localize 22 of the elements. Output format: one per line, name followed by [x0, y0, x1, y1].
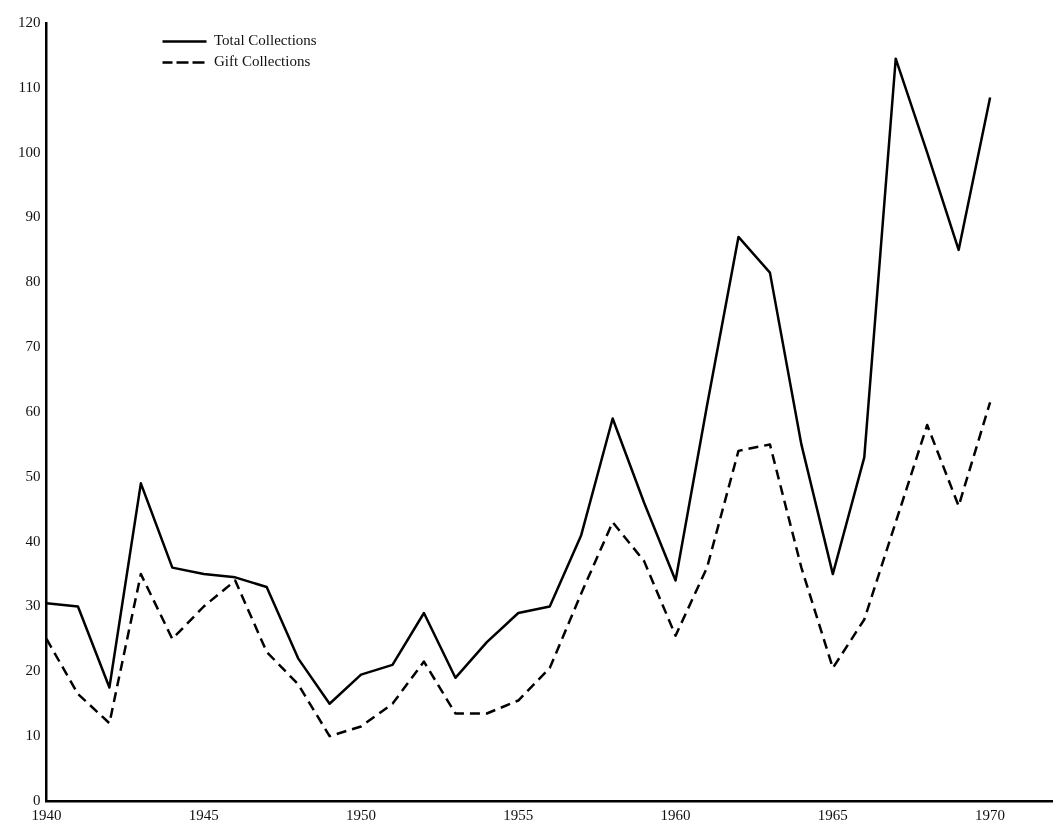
- y-tick-label: 110: [18, 78, 41, 95]
- legend-label: Total Collections: [214, 32, 317, 49]
- legend-label: Gift Collections: [214, 53, 311, 70]
- y-tick-label: 90: [25, 208, 41, 225]
- y-tick-label: 20: [25, 662, 41, 679]
- x-tick-label: 1940: [31, 806, 62, 823]
- x-tick-label: 1960: [660, 806, 691, 823]
- x-tick-label: 1950: [346, 806, 377, 823]
- y-tick-label: 60: [25, 402, 41, 419]
- y-tick-label: 40: [25, 532, 41, 549]
- y-tick-label: 120: [18, 13, 41, 30]
- x-tick-label: 1970: [975, 806, 1006, 823]
- y-tick-label: 30: [25, 597, 41, 614]
- x-tick-label: 1955: [503, 806, 534, 823]
- y-tick-label: 80: [25, 273, 41, 290]
- y-tick-label: 100: [18, 143, 41, 160]
- y-tick-label: 50: [25, 467, 41, 484]
- y-tick-label: 10: [25, 727, 41, 744]
- x-tick-label: 1945: [188, 806, 219, 823]
- x-tick-label: 1965: [817, 806, 848, 823]
- y-tick-label: 70: [25, 338, 41, 355]
- y-tick-label: 0: [33, 791, 41, 808]
